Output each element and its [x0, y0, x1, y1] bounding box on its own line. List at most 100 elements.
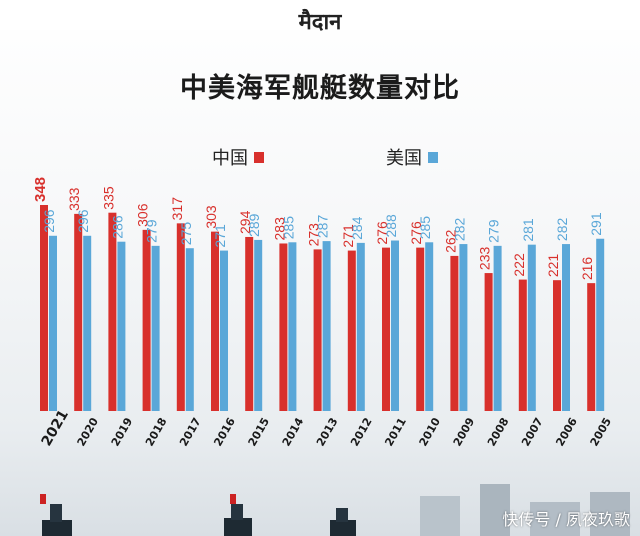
usa-bar-2013	[322, 241, 331, 411]
china-value-label-2007: 222	[511, 253, 527, 277]
x-tick-label-2013: 2013	[314, 415, 341, 448]
usa-bar-2017	[185, 248, 194, 411]
legend-usa-label: 美国	[386, 148, 422, 169]
china-bar-2013	[313, 249, 322, 411]
legend-usa-swatch	[428, 151, 438, 163]
china-value-label-2008: 233	[477, 247, 493, 271]
x-tick-label-2010: 2010	[417, 415, 444, 448]
legend-china: 中国	[212, 144, 264, 170]
usa-value-label-2012: 284	[349, 216, 365, 240]
x-tick-label-2019: 2019	[109, 415, 136, 448]
usa-bar-2020	[83, 235, 92, 411]
china-bar-2012	[347, 250, 356, 411]
china-value-label-2018: 306	[135, 203, 151, 227]
china-bar-2009	[450, 255, 459, 411]
usa-bar-2015	[254, 239, 263, 411]
usa-bar-2010	[425, 242, 434, 411]
china-value-label-2015: 294	[237, 210, 253, 234]
china-value-label-2013: 273	[306, 223, 322, 247]
usa-value-label-2011: 288	[383, 214, 399, 238]
china-value-label-2020: 333	[66, 187, 82, 211]
china-value-label-2014: 283	[271, 217, 287, 241]
china-bar-2005	[587, 283, 596, 411]
x-tick-label-2012: 2012	[348, 415, 375, 448]
china-bar-2016	[211, 231, 219, 411]
usa-value-label-2005: 291	[588, 212, 604, 236]
usa-value-label-2007: 281	[520, 218, 536, 242]
china-bar-2017	[176, 223, 185, 411]
chart-title: 中美海军舰艇数量对比	[180, 73, 460, 104]
china-bar-2010	[416, 247, 425, 411]
usa-bar-2018	[151, 245, 160, 411]
usa-value-label-2019: 286	[109, 215, 125, 239]
usa-bar-2007	[527, 244, 536, 411]
china-value-label-2009: 262	[442, 229, 458, 253]
china-bar-2018	[142, 229, 151, 411]
submarine-image-1	[40, 494, 72, 536]
x-tick-label-2020: 2020	[75, 415, 102, 448]
x-tick-label-2015: 2015	[246, 415, 273, 448]
china-value-label-2021: 348	[32, 177, 49, 202]
china-value-label-2011: 276	[374, 221, 390, 245]
usa-value-label-2014: 285	[280, 216, 296, 240]
usa-value-label-2015: 289	[246, 213, 262, 237]
brand-logo: मैदान	[298, 10, 342, 35]
submarine-image-3	[330, 508, 356, 536]
china-bar-2019	[108, 212, 117, 411]
usa-bar-2011	[391, 240, 399, 411]
usa-bar-2009	[459, 244, 468, 411]
usa-bar-2012	[356, 242, 365, 411]
x-tick-label-2006: 2006	[553, 415, 580, 448]
usa-value-label-2013: 287	[315, 215, 331, 239]
x-tick-label-2008: 2008	[485, 415, 512, 448]
china-value-label-2006: 221	[545, 254, 561, 278]
china-bar-2008	[484, 273, 493, 411]
china-bar-2006	[553, 280, 561, 411]
header-band	[0, 0, 640, 30]
china-value-label-2019: 335	[100, 186, 116, 210]
warship-silhouettes	[420, 484, 630, 536]
x-tick-label-2005: 2005	[588, 415, 615, 448]
usa-bar-2021	[49, 235, 57, 411]
usa-value-label-2021: 296	[41, 209, 57, 233]
x-tick-label-2017: 2017	[177, 415, 204, 448]
legend-usa: 美国	[386, 144, 438, 170]
usa-value-label-2020: 296	[75, 209, 91, 233]
usa-value-label-2006: 282	[554, 217, 570, 241]
china-bar-2021	[40, 205, 48, 411]
china-bar-2015	[245, 236, 254, 411]
usa-bar-2006	[562, 244, 570, 411]
usa-value-label-2010: 285	[417, 216, 433, 240]
usa-bar-2008	[493, 245, 502, 411]
china-bar-2011	[382, 247, 390, 411]
x-tick-label-2009: 2009	[451, 415, 478, 448]
x-tick-label-2011: 2011	[382, 415, 409, 448]
china-bar-2020	[74, 213, 83, 411]
x-tick-label-2016: 2016	[211, 415, 238, 448]
usa-value-label-2017: 275	[178, 222, 194, 246]
china-value-label-2005: 216	[579, 257, 595, 281]
china-bar-2014	[279, 243, 288, 411]
china-value-label-2016: 303	[203, 205, 219, 229]
legend-china-label: 中国	[212, 148, 248, 169]
china-value-label-2017: 317	[169, 197, 185, 221]
china-bar-2007	[518, 279, 527, 411]
usa-bar-2019	[117, 241, 126, 411]
usa-value-label-2009: 282	[451, 217, 467, 241]
legend-china-swatch	[254, 151, 264, 163]
usa-bar-2014	[288, 242, 297, 411]
china-value-label-2012: 271	[340, 224, 356, 248]
submarine-image-2	[224, 494, 252, 536]
usa-value-label-2016: 271	[212, 224, 228, 248]
x-tick-label-2007: 2007	[519, 415, 546, 448]
watermark-text: 快传号 / 夙夜玖歌	[502, 510, 630, 529]
x-tick-label-2018: 2018	[143, 415, 170, 448]
usa-value-label-2008: 279	[486, 219, 502, 243]
x-tick-label-2014: 2014	[280, 415, 307, 448]
x-tick-label-2021: 2021	[39, 407, 72, 449]
usa-bar-2016	[220, 250, 228, 411]
usa-value-label-2018: 279	[144, 219, 160, 243]
china-value-label-2010: 276	[408, 221, 424, 245]
usa-bar-2005	[596, 238, 605, 411]
